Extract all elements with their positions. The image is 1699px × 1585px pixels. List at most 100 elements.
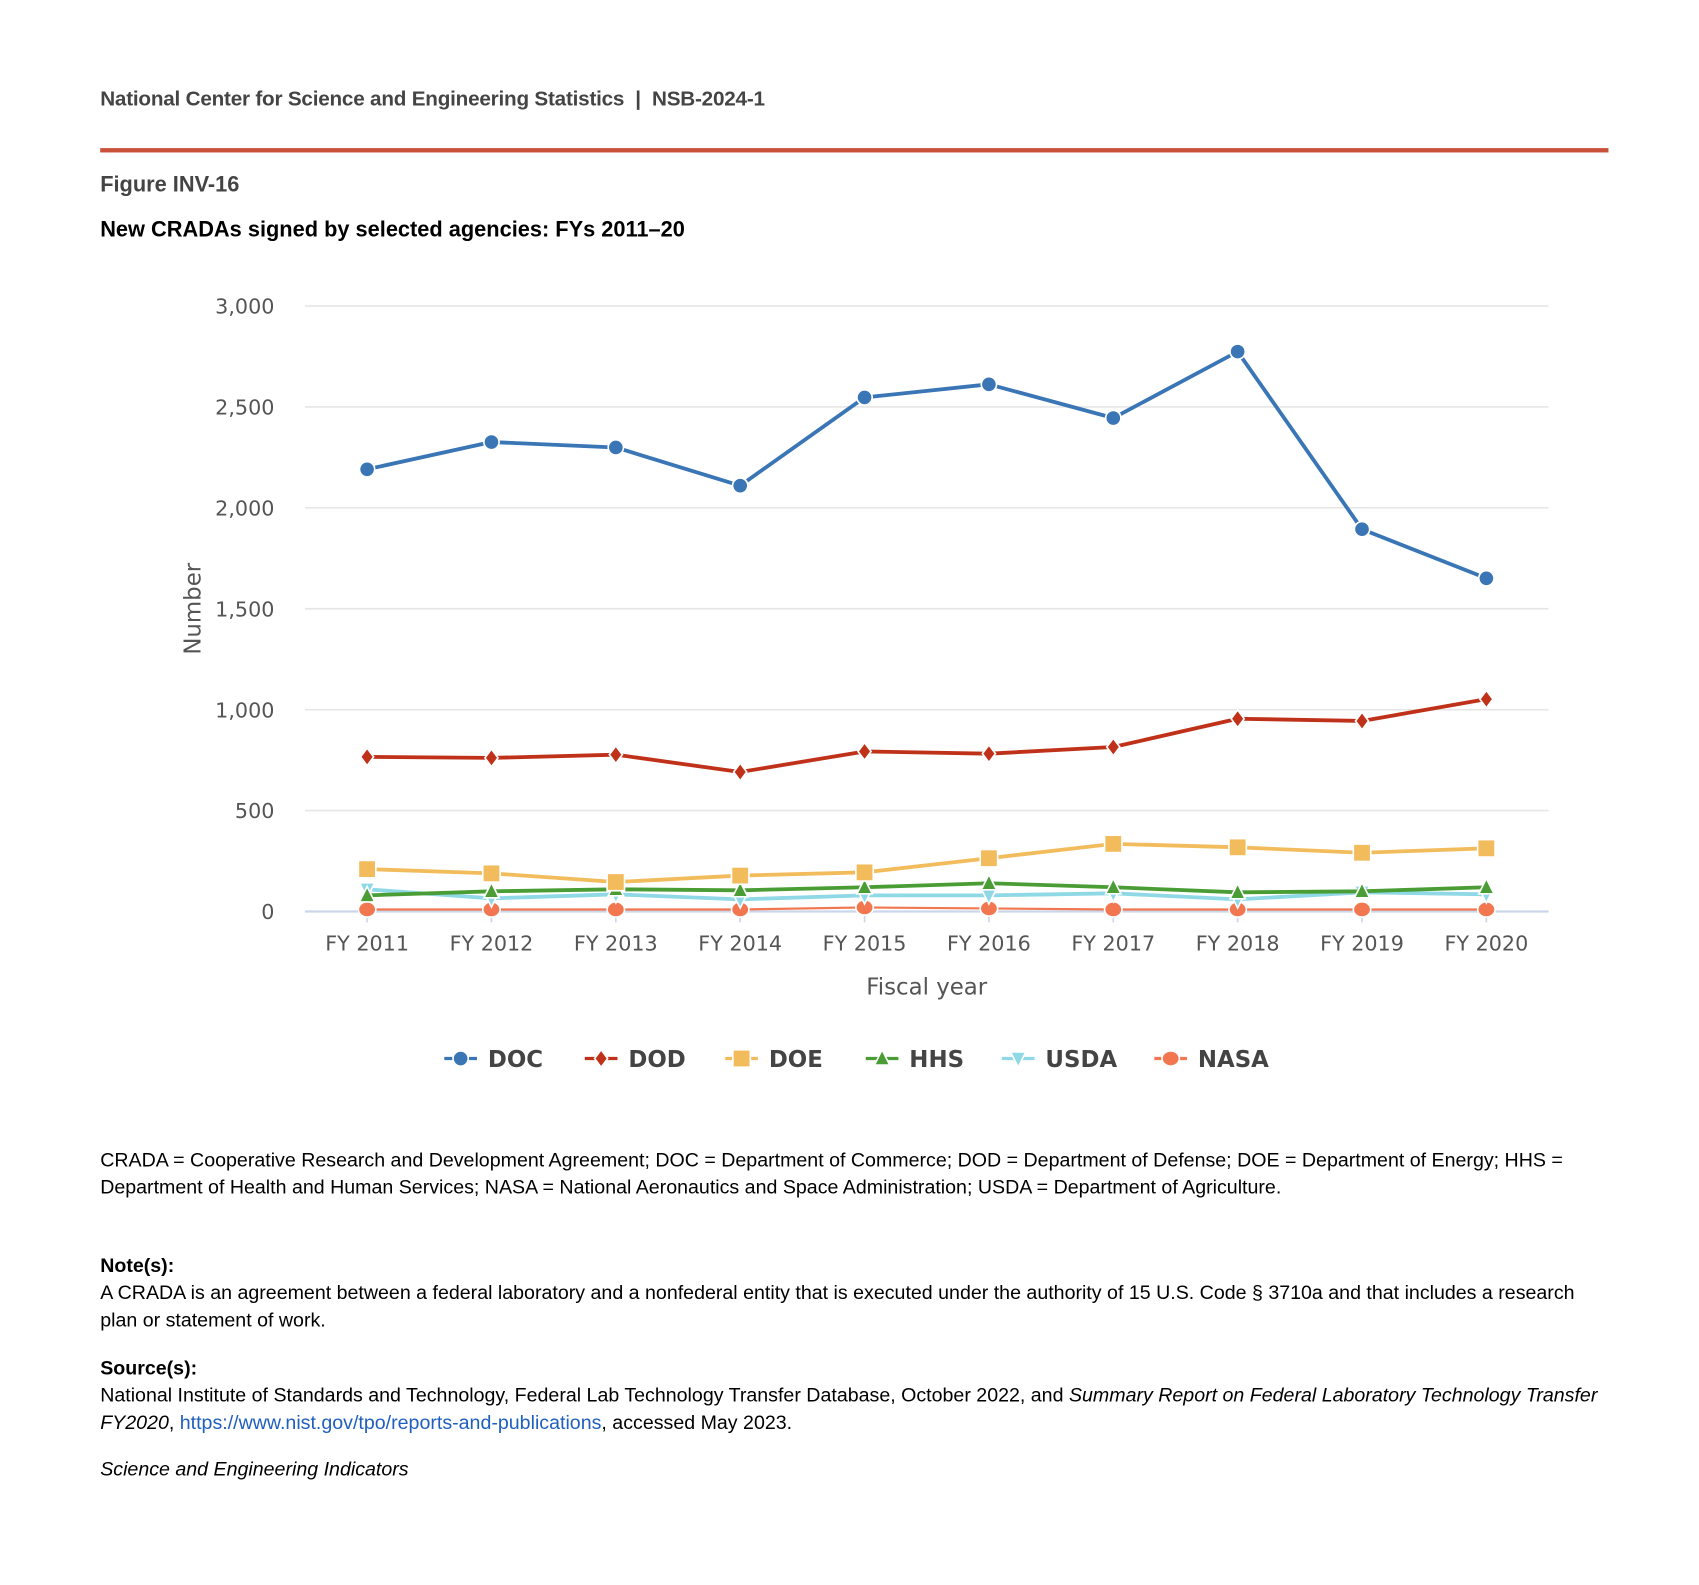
x-tick-label: FY 2016 [947, 932, 1031, 956]
y-tick-label: 1,000 [215, 698, 274, 722]
legend-marker-doe [732, 1048, 752, 1069]
data-point-doe [606, 872, 626, 892]
data-point-dod [359, 746, 375, 767]
data-point-hhs [1477, 876, 1496, 895]
publication: Science and Engineering Indicators [100, 1456, 1608, 1483]
data-point-dod [1230, 708, 1246, 729]
data-point-doe [1103, 834, 1123, 854]
data-point-doe [481, 863, 501, 883]
abbreviations-text: CRADA = Cooperative Research and Develop… [100, 1148, 1563, 1198]
data-point-dod [1354, 710, 1370, 732]
data-point-doe [1352, 843, 1372, 863]
sources-label: Source(s): [100, 1356, 198, 1379]
data-point-hhs [1228, 881, 1247, 900]
data-point-dod [1105, 736, 1121, 758]
data-point-hhs [731, 879, 750, 898]
data-point-doe [1476, 838, 1496, 858]
x-tick-label: FY 2014 [698, 932, 782, 956]
sources: Source(s): National Institute of Standar… [100, 1355, 1608, 1437]
data-point-hhs [979, 872, 998, 891]
data-point-hhs [482, 880, 501, 899]
data-point-doe [357, 859, 377, 879]
data-point-doc [731, 477, 749, 495]
y-tick-label: 500 [235, 799, 275, 823]
sources-report-title: Summary Report on Federal Laboratory Tec… [100, 1384, 1598, 1434]
header-report: NSB-2024-1 [651, 88, 765, 112]
data-point-doc [1353, 520, 1371, 538]
data-point-doe [979, 848, 999, 868]
header-divider [100, 148, 1609, 153]
x-tick-label: FY 2011 [325, 932, 409, 956]
data-point-dod [857, 741, 873, 762]
notes-text: A CRADA is an agreement between a federa… [100, 1281, 1575, 1331]
sources-link[interactable]: https://www.nist.gov/tpo/reports-and-pub… [179, 1411, 602, 1434]
y-tick-label: 2,000 [215, 496, 274, 520]
sources-text: National Institute of Standards and Tech… [100, 1384, 1069, 1406]
y-tick-label: 2,500 [215, 396, 274, 420]
x-axis-title: Fiscal year [866, 974, 988, 1000]
x-tick-label: FY 2017 [1071, 932, 1155, 956]
legend-item-hhs[interactable]: HHS [909, 1047, 964, 1073]
notes-label: Note(s): [100, 1254, 175, 1277]
header-separator: | [635, 88, 641, 112]
data-point-dod [483, 747, 500, 768]
data-point-doc [1477, 569, 1495, 587]
data-point-doe [1228, 837, 1248, 857]
data-point-hhs [358, 884, 377, 903]
data-point-hhs [1104, 876, 1123, 895]
data-point-doc [1229, 343, 1247, 361]
y-tick-label: 0 [261, 900, 274, 924]
header: National Center for Science and Engineer… [100, 88, 765, 112]
data-point-doc [856, 388, 873, 406]
series-line-doc [366, 349, 1488, 581]
data-point-dod [981, 743, 997, 764]
x-tick-label: FY 2020 [1444, 932, 1528, 956]
data-point-doc [607, 439, 625, 456]
data-point-dod [1478, 689, 1494, 710]
header-org: National Center for Science and Engineer… [100, 88, 625, 112]
data-point-doe [730, 866, 750, 886]
legend-marker-doc [452, 1050, 470, 1067]
figure-title: New CRADAs signed by selected agencies: … [100, 217, 685, 242]
data-point-nasa [1103, 901, 1123, 918]
sources-comma: , [168, 1411, 180, 1434]
x-tick-label: FY 2012 [450, 932, 534, 956]
x-tick-label: FY 2019 [1320, 932, 1404, 956]
legend-item-dod[interactable]: DOD [628, 1047, 685, 1073]
series-line-doe [367, 841, 1487, 884]
data-point-doc [980, 375, 998, 393]
legend-marker-dod [593, 1048, 609, 1069]
series-line-hhs [367, 881, 1487, 898]
data-point-nasa [1352, 901, 1372, 918]
legend-item-doe[interactable]: DOE [769, 1047, 823, 1073]
data-point-hhs [855, 876, 874, 895]
legend-marker-nasa [1161, 1050, 1181, 1067]
figure-label: Figure INV-16 [100, 173, 240, 198]
notes: Note(s): A CRADA is an agreement between… [100, 1252, 1608, 1334]
series-line-nasa [367, 906, 1487, 911]
legend-item-usda[interactable]: USDA [1045, 1047, 1117, 1073]
data-point-nasa [357, 901, 377, 918]
publication-name: Science and Engineering Indicators [100, 1458, 409, 1480]
abbreviations: CRADA = Cooperative Research and Develop… [100, 1147, 1608, 1201]
y-tick-label: 3,000 [215, 295, 274, 319]
x-tick-label: FY 2018 [1196, 932, 1280, 956]
sources-accessed: , accessed May 2023. [601, 1411, 793, 1434]
legend-item-nasa[interactable]: NASA [1198, 1047, 1269, 1073]
data-point-hhs [1353, 880, 1371, 899]
y-axis-title: Number [180, 562, 206, 654]
data-point-dod [608, 744, 624, 765]
x-tick-label: FY 2015 [823, 932, 907, 956]
line-chart: 0 500 1,000 1,500 2,000 2,500 3,000 FY 2011 FY 2… [180, 295, 1549, 1073]
legend-item-doc[interactable]: DOC [488, 1047, 543, 1073]
x-tick-label: FY 2013 [574, 932, 658, 956]
series-line-dod [367, 697, 1487, 774]
legend-marker-usda [1009, 1051, 1028, 1070]
data-point-doc [483, 433, 500, 451]
data-point-doc [358, 460, 376, 478]
data-point-doe [855, 862, 875, 882]
y-tick-label: 1,500 [215, 597, 274, 621]
series-line-usda [366, 887, 1487, 902]
legend-marker-hhs [873, 1047, 892, 1066]
